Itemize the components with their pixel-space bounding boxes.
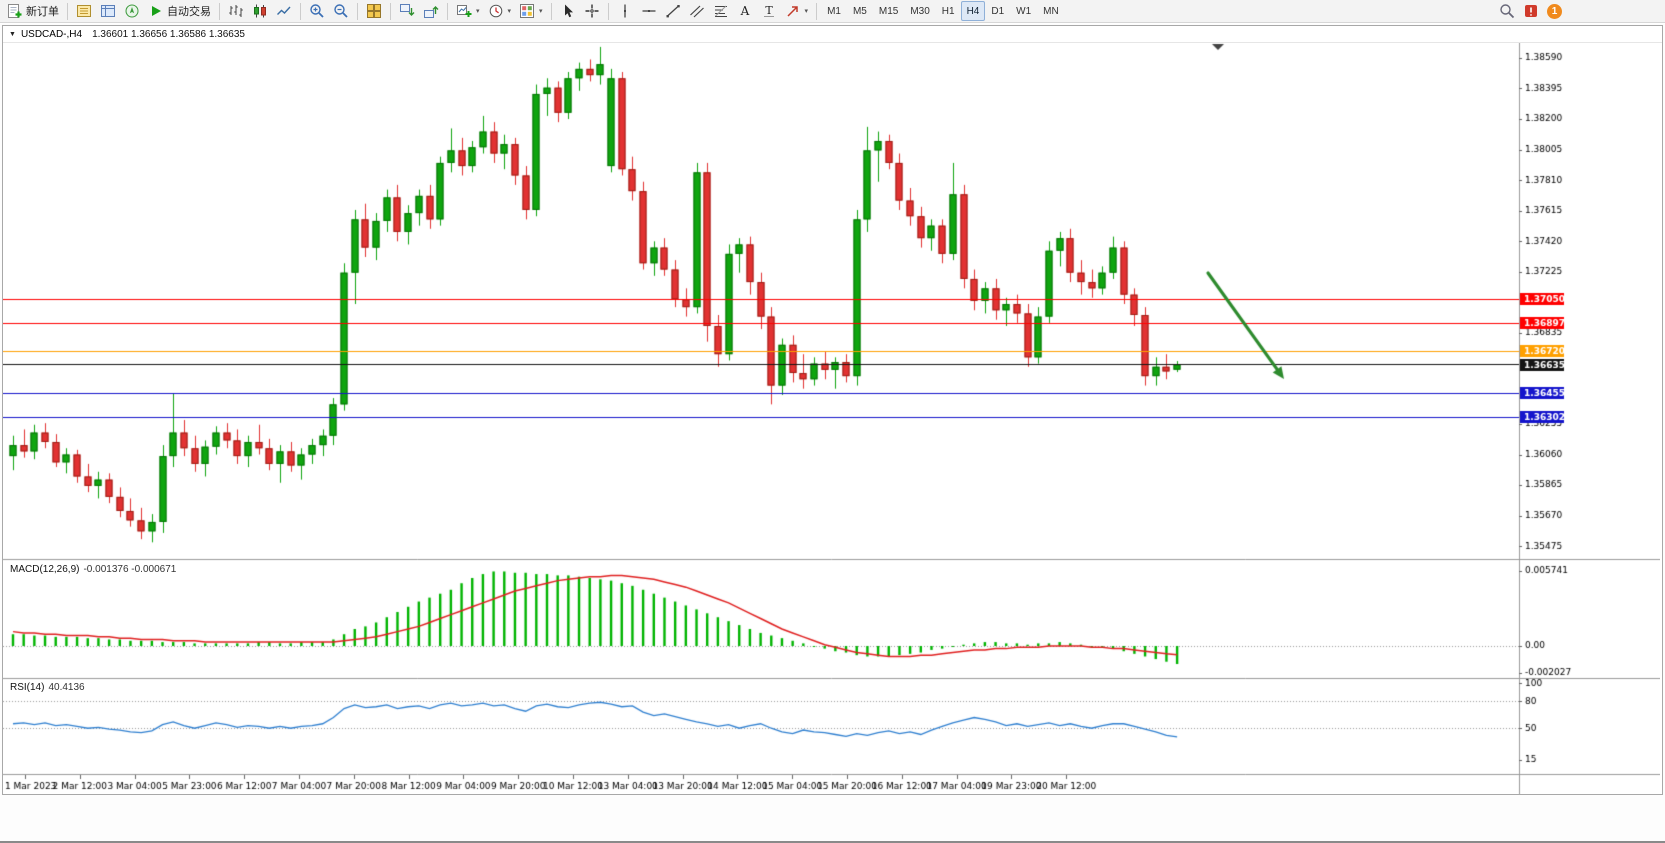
market-watch-button[interactable] [72, 0, 96, 22]
toolbar-separator [816, 2, 818, 20]
arrange-2-icon [423, 3, 439, 19]
chart-titlebar[interactable]: ▼ USDCAD-,H4 1.36601 1.36656 1.36586 1.3… [3, 26, 1662, 43]
notifications-button[interactable] [1519, 0, 1543, 22]
crosshair-icon [584, 3, 600, 19]
new-order-button[interactable]: 新订单 [3, 0, 63, 22]
new-chart-button-dropdown-arrow-icon[interactable]: ▾ [476, 8, 480, 15]
candle-chart-icon [252, 3, 268, 19]
new-order-icon [7, 3, 23, 19]
svg-text:A: A [739, 4, 749, 18]
navigator-button[interactable] [120, 0, 144, 22]
trendline-icon [665, 3, 681, 19]
timeframe-D1-button[interactable]: D1 [991, 5, 1005, 17]
text-label-button[interactable]: T [757, 0, 781, 22]
period-button[interactable]: ▾ [484, 0, 516, 22]
zoom-out-icon [333, 3, 349, 19]
chart-shift-button[interactable] [419, 0, 443, 22]
toolbar-separator [219, 2, 220, 20]
channel-button[interactable] [685, 0, 709, 22]
arrows-button[interactable]: ▾ [781, 0, 813, 22]
cursor-button[interactable] [556, 0, 580, 22]
search-button[interactable] [1495, 0, 1519, 22]
data-window-button[interactable] [96, 0, 120, 22]
data-window-icon [100, 3, 116, 19]
toolbar-separator [357, 2, 358, 20]
channel-icon [689, 3, 705, 19]
zoom-in-icon [309, 3, 325, 19]
cursor-icon [560, 3, 576, 19]
autotrading-icon [148, 3, 164, 19]
new-chart-icon [456, 3, 472, 19]
shapes-icon [785, 3, 801, 19]
template-button-dropdown-arrow-icon[interactable]: ▾ [539, 8, 543, 15]
tile-windows-button[interactable] [362, 0, 386, 22]
chart-body: MACD(12,26,9) -0.001376 -0.000671 RSI(14)… [3, 43, 1662, 794]
alert-icon [1523, 3, 1539, 19]
zoom-out-button[interactable] [329, 0, 353, 22]
template-icon [519, 3, 535, 19]
text-button[interactable]: A [733, 0, 757, 22]
chart-window-usdcad: ▼ USDCAD-,H4 1.36601 1.36656 1.36586 1.3… [2, 25, 1663, 795]
period-button-dropdown-arrow-icon[interactable]: ▾ [507, 8, 512, 15]
main-toolbar: 新订单 自动交易 ▾ ▾ ▾ A T ▾ M1 M5 M15 M30 H1 H4 D1 W1 MN 1 [0, 0, 1665, 23]
text-icon: A [737, 3, 753, 19]
zoom-in-button[interactable] [305, 0, 329, 22]
search-icon [1499, 3, 1515, 19]
template-button[interactable]: ▾ [515, 0, 547, 22]
toolbar-separator [607, 2, 609, 20]
toolbar-separator [390, 2, 391, 20]
timeframe-H1-button[interactable]: H1 [941, 5, 955, 17]
tile-windows-icon [366, 3, 382, 19]
timeframe-M1-button[interactable]: M1 [827, 5, 841, 17]
autotrading-button[interactable]: 自动交易 [144, 0, 215, 22]
navigator-icon [124, 3, 140, 19]
timeframe-M30-button[interactable]: M30 [910, 5, 930, 17]
toolbar-separator [300, 2, 301, 20]
line-chart-icon [276, 3, 292, 19]
price-chart-canvas[interactable] [3, 43, 1660, 794]
autotrading-button-label: 自动交易 [167, 6, 211, 18]
timeframe-toolbar: M1 M5 M15 M30 H1 H4 D1 W1 MN [821, 1, 1065, 21]
toolbar-separator [550, 2, 552, 20]
vline-icon [617, 3, 633, 19]
horizontal-line-button[interactable] [637, 0, 661, 22]
workspace: ▼ USDCAD-,H4 1.36601 1.36656 1.36586 1.3… [0, 24, 1665, 841]
community-button[interactable]: 1 [1543, 0, 1566, 22]
timeframe-H4-button[interactable]: H4 [960, 1, 986, 21]
candlestick-chart-button[interactable] [248, 0, 272, 22]
toolbar-right-group: 1 [1495, 0, 1566, 22]
toolbar-separator [67, 2, 68, 20]
toolbar-separator [447, 2, 448, 20]
community-notification-badge: 1 [1547, 3, 1562, 19]
window-bottom-edge [0, 841, 1665, 843]
fibonacci-button[interactable] [709, 0, 733, 22]
line-chart-button[interactable] [272, 0, 296, 22]
window-menu-arrow-icon[interactable]: ▼ [9, 30, 16, 38]
svg-text:T: T [765, 4, 773, 17]
timeframe-W1-button[interactable]: W1 [1016, 5, 1032, 17]
bar-chart-icon [228, 3, 244, 19]
timeframe-M5-button[interactable]: M5 [852, 5, 867, 17]
trendline-button[interactable] [661, 0, 685, 22]
vertical-line-button[interactable] [613, 0, 637, 22]
chart-symbol-period: USDCAD-,H4 [20, 28, 83, 40]
chart-ohlc-values: 1.36601 1.36656 1.36586 1.36635 [92, 28, 245, 40]
new-order-button-label: 新订单 [26, 6, 59, 18]
new-chart-button[interactable]: ▾ [452, 0, 484, 22]
label-icon: T [761, 3, 777, 19]
crosshair-button[interactable] [580, 0, 604, 22]
hline-icon [641, 3, 657, 19]
timeframe-MN-button[interactable]: MN [1043, 5, 1059, 17]
market-watch-icon [76, 3, 92, 19]
fibo-icon [713, 3, 729, 19]
timeframe-M15-button[interactable]: M15 [878, 5, 899, 17]
clock-icon [488, 3, 504, 19]
arrange-1-icon [399, 3, 415, 19]
arrows-button-dropdown-arrow-icon[interactable]: ▾ [804, 8, 809, 15]
bar-chart-button[interactable] [224, 0, 248, 22]
toolbar-left-group: 新订单 自动交易 ▾ ▾ ▾ A T ▾ [3, 0, 821, 22]
arrange-charts-button[interactable] [395, 0, 419, 22]
